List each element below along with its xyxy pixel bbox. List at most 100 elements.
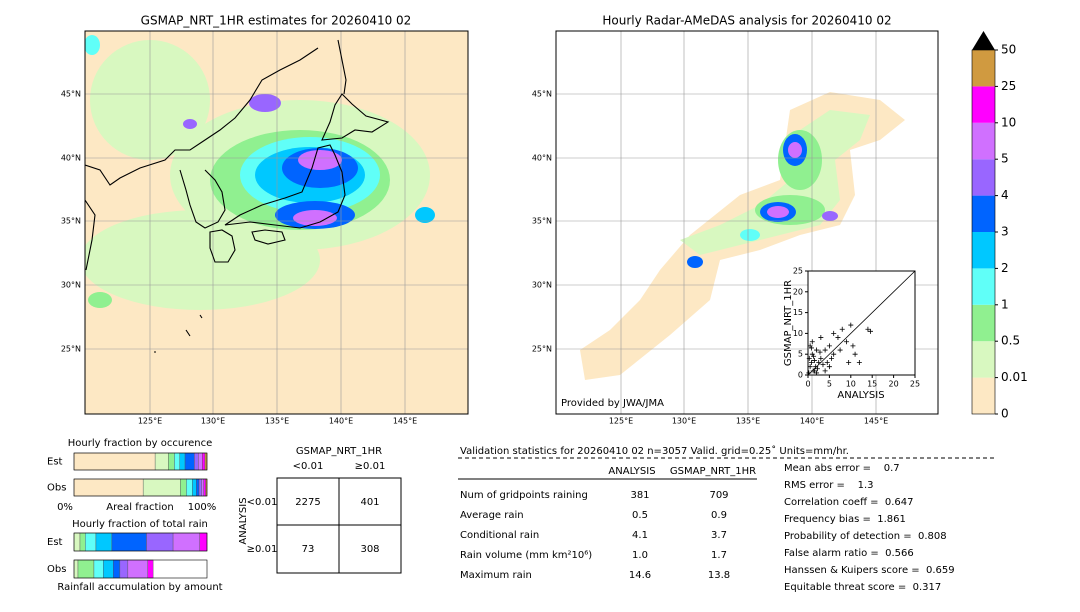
lon-label: 135°E bbox=[265, 417, 289, 426]
point bbox=[816, 360, 822, 366]
point bbox=[809, 339, 815, 345]
colorbar-swatch bbox=[972, 232, 995, 269]
point bbox=[811, 368, 817, 374]
x-tick-label: 25 bbox=[910, 380, 920, 389]
colorbar-swatch bbox=[972, 377, 995, 414]
precip-field bbox=[580, 92, 905, 380]
colorbar-label: 2 bbox=[1001, 261, 1009, 275]
bar-segment bbox=[203, 478, 206, 497]
row-label: Obs bbox=[47, 564, 66, 575]
lat-label: 35°N bbox=[532, 217, 552, 226]
colorbar-label: 50 bbox=[1001, 43, 1016, 57]
lon-label: 145°E bbox=[393, 417, 417, 426]
column-header: <0.01 bbox=[293, 461, 324, 472]
y-tick-label: 5 bbox=[798, 350, 803, 359]
point bbox=[867, 328, 873, 334]
axis-label: 100% bbox=[188, 502, 217, 513]
stats-header: Validation statistics for 20260410 02 n=… bbox=[460, 445, 849, 457]
bar-segment bbox=[73, 478, 144, 497]
bar-segment bbox=[93, 559, 104, 579]
map-title: GSMAP_NRT_1HR estimates for 20260410 02 bbox=[141, 14, 412, 28]
colorbar-label: 5 bbox=[1001, 152, 1009, 166]
bar-segment bbox=[172, 532, 200, 552]
point bbox=[818, 355, 824, 361]
colorbar-swatch bbox=[972, 86, 995, 123]
score: False alarm ratio = 0.566 bbox=[784, 548, 914, 559]
point bbox=[824, 360, 830, 366]
bar-segment bbox=[194, 452, 199, 471]
bar-segment bbox=[111, 532, 147, 552]
point bbox=[826, 364, 832, 370]
contingency-table: GSMAP_NRT_1HR <0.01 ≥0.01 ANALYSIS <0.01… bbox=[238, 446, 402, 574]
lon-label: 125°E bbox=[609, 417, 633, 426]
lat-label: 45°N bbox=[532, 90, 552, 99]
point bbox=[814, 370, 820, 376]
row-header: ≥0.01 bbox=[247, 544, 278, 555]
colorbar-label: 0.01 bbox=[1001, 370, 1028, 384]
score: Frequency bias = 1.861 bbox=[784, 514, 906, 525]
bar-segment bbox=[198, 478, 202, 497]
column-header: ≥0.01 bbox=[355, 461, 386, 472]
point bbox=[846, 360, 852, 366]
point bbox=[865, 326, 871, 332]
score: Probability of detection = 0.808 bbox=[784, 531, 947, 542]
cell: 308 bbox=[360, 544, 379, 555]
point bbox=[817, 349, 823, 355]
bar-segment bbox=[119, 559, 129, 579]
point bbox=[814, 347, 820, 353]
point bbox=[822, 368, 828, 374]
cell: 381 bbox=[630, 490, 649, 501]
colorbar-swatch bbox=[972, 268, 995, 305]
score: Equitable threat score = 0.317 bbox=[784, 582, 941, 593]
point bbox=[806, 370, 812, 376]
lon-label: 130°E bbox=[201, 417, 225, 426]
colorbar-label: 3 bbox=[1001, 225, 1009, 239]
cell: 1.0 bbox=[632, 550, 648, 561]
bar-segment bbox=[73, 559, 79, 579]
bar-segment bbox=[199, 532, 208, 552]
map-frame bbox=[84, 30, 469, 415]
colorbar-label: 10 bbox=[1001, 115, 1016, 129]
cell: 0.9 bbox=[711, 510, 727, 521]
point bbox=[850, 343, 856, 349]
bar-segment bbox=[103, 559, 114, 579]
left-map: GSMAP_NRT_1HR estimates for 20260410 02 … bbox=[61, 14, 469, 426]
colorbar-swatch bbox=[972, 50, 995, 87]
cell: 14.6 bbox=[629, 570, 651, 581]
map-frame bbox=[555, 30, 939, 415]
point bbox=[835, 335, 841, 341]
bar-segment bbox=[174, 452, 180, 471]
colorbar-swatch bbox=[972, 122, 995, 160]
point bbox=[818, 335, 824, 341]
axis-label: 0% bbox=[57, 502, 73, 513]
bar-segment bbox=[77, 559, 95, 579]
point bbox=[852, 351, 858, 357]
point bbox=[820, 362, 826, 368]
lon-label: 140°E bbox=[800, 417, 824, 426]
bar-segment bbox=[73, 532, 81, 552]
graticule: 45°N 40°N 35°N 30°N 25°N 125°E 130°E 135°E 140°E… bbox=[532, 31, 938, 426]
bar-segment bbox=[186, 478, 193, 497]
bar-segment bbox=[73, 452, 156, 471]
bar-segment bbox=[180, 478, 187, 497]
colorbar-label: 4 bbox=[1001, 188, 1009, 202]
scatter-inset: ANALYSIS GSMAP_NRT_1HR 0 5 10 15 20 25 0 5 10 15 2… bbox=[783, 267, 920, 402]
bar-segment bbox=[179, 452, 186, 471]
lat-label: 25°N bbox=[61, 345, 81, 354]
row-title: ANALYSIS bbox=[238, 497, 249, 544]
point bbox=[831, 351, 837, 357]
bar-segment bbox=[85, 532, 97, 552]
point bbox=[811, 357, 817, 363]
point bbox=[837, 347, 843, 353]
colorbar-label: 0.5 bbox=[1001, 334, 1020, 348]
y-tick-label: 0 bbox=[798, 371, 803, 380]
colorbar-label: 1 bbox=[1001, 297, 1009, 311]
lat-label: 30°N bbox=[61, 281, 81, 290]
axis-label: Areal fraction bbox=[106, 502, 173, 513]
bar-segment bbox=[127, 559, 149, 579]
lon-label: 130°E bbox=[672, 417, 696, 426]
row-label: Rain volume (mm km²10⁶) bbox=[460, 550, 592, 561]
colorbar-swatch bbox=[972, 159, 995, 196]
cell: 2275 bbox=[295, 497, 320, 508]
cell: 3.7 bbox=[711, 530, 727, 541]
